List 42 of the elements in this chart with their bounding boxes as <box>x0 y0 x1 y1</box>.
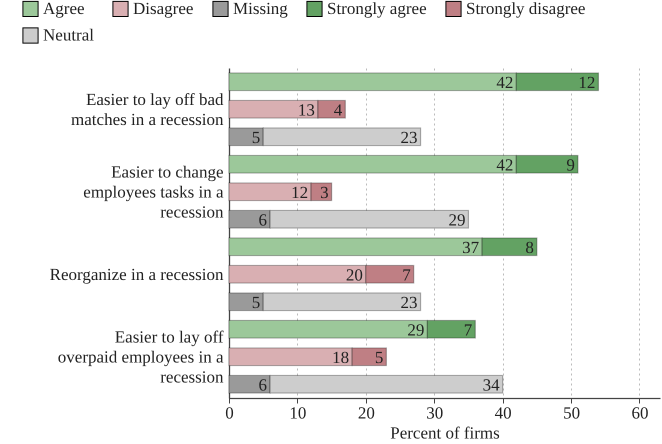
x-tick-label: 60 <box>631 404 648 422</box>
legend-label: Missing <box>233 0 288 18</box>
data-label: 7 <box>402 265 412 284</box>
y-tick-label: Easier to change employees tasks in a recession <box>83 162 224 222</box>
x-tick-label: 40 <box>494 404 512 422</box>
data-label: 13 <box>298 100 315 120</box>
x-tick-label: 0 <box>225 404 234 422</box>
data-label: 5 <box>252 292 260 312</box>
data-label: 37 <box>462 238 480 257</box>
y-tick-label: Easier to lay off bad matches in a recession <box>71 90 224 129</box>
legend-label: Strongly disagree <box>466 0 586 18</box>
data-label: 4 <box>334 100 343 120</box>
data-label: 23 <box>400 128 418 147</box>
data-label: 12 <box>291 182 308 202</box>
legend-label: Disagree <box>133 0 194 18</box>
data-label: 5 <box>252 128 260 147</box>
data-label: 34 <box>482 375 500 394</box>
data-label: 7 <box>464 320 473 340</box>
data-label: 6 <box>258 375 268 394</box>
data-label: 18 <box>332 348 350 367</box>
data-label: 9 <box>566 155 575 174</box>
y-tick-label: Reorganize in a recession <box>50 264 224 284</box>
data-label: 6 <box>258 210 268 230</box>
data-label: 3 <box>320 182 329 202</box>
legend-label: Neutral <box>43 26 94 44</box>
x-tick-label: 30 <box>426 404 444 422</box>
data-label: 5 <box>374 348 384 367</box>
x-tick-label: 10 <box>289 404 306 422</box>
data-label: 29 <box>407 320 424 340</box>
data-label: 12 <box>578 72 596 92</box>
legend-label: Strongly agree <box>327 0 427 18</box>
data-label: 29 <box>448 210 466 230</box>
x-tick-label: 20 <box>358 404 375 422</box>
x-axis-title: Percent of firms <box>390 424 500 442</box>
data-label: 23 <box>400 292 418 312</box>
y-tick-label: Easier to lay off overpaid employees in a recession <box>58 327 224 386</box>
data-label: 42 <box>496 72 514 92</box>
data-label: 8 <box>525 238 534 257</box>
data-label: 20 <box>346 265 363 284</box>
data-label: 42 <box>496 155 514 174</box>
x-tick-label: 50 <box>563 404 580 422</box>
legend-label: Agree <box>43 0 85 18</box>
